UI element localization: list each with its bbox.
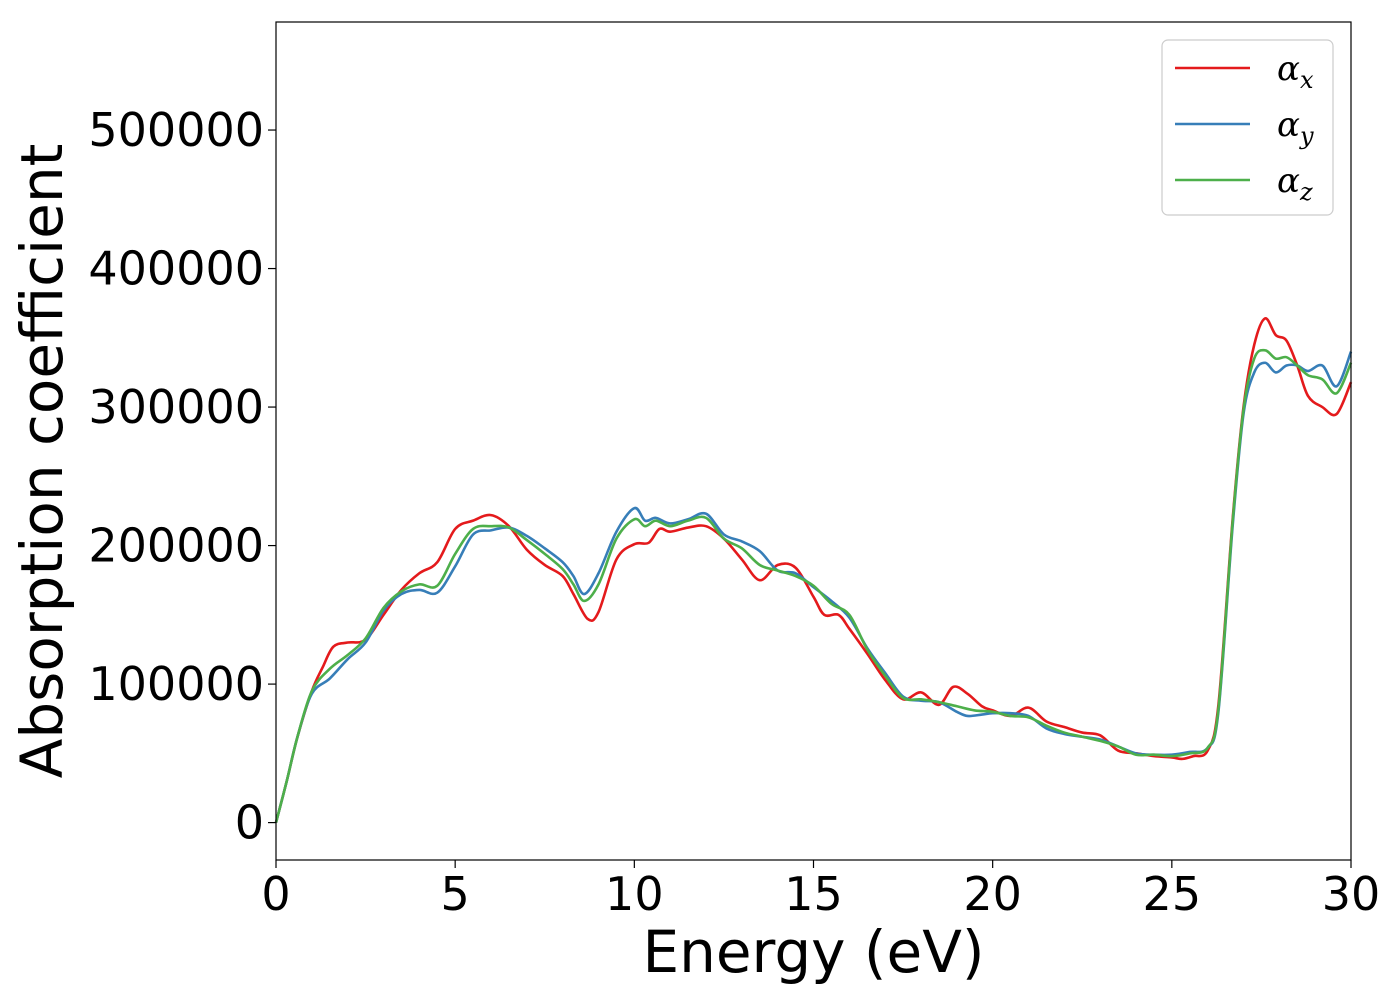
x-tick-label: 20 (963, 867, 1022, 921)
x-tick-label: 25 (1143, 867, 1202, 921)
y-tick-label: 300000 (88, 380, 264, 434)
legend-label-z: αz (1277, 161, 1313, 206)
legend: αx αy αz (1161, 39, 1334, 216)
x-axis-label: Energy (eV) (642, 918, 984, 986)
y-tick-label: 500000 (88, 103, 264, 157)
x-tick-label: 0 (261, 867, 290, 921)
y-axis-label: Absorption coefficient (8, 144, 76, 779)
y-axis: 0 100000 200000 300000 400000 500000 (88, 103, 276, 850)
series-line-z (274, 348, 1353, 823)
x-tick-label: 10 (605, 867, 664, 921)
x-tick-label: 5 (441, 867, 470, 921)
y-tick-label: 400000 (88, 242, 264, 296)
series-layer (274, 317, 1353, 823)
y-tick-label: 100000 (88, 657, 264, 711)
y-tick-label: 0 (235, 796, 264, 850)
legend-label-y: αy (1277, 105, 1314, 150)
x-tick-label: 15 (784, 867, 843, 921)
legend-label-x: αx (1277, 49, 1314, 94)
x-axis: 0 5 10 15 20 25 30 (261, 860, 1380, 921)
legend-frame (1161, 39, 1334, 216)
y-tick-label: 200000 (88, 519, 264, 573)
x-tick-label: 30 (1322, 867, 1381, 921)
